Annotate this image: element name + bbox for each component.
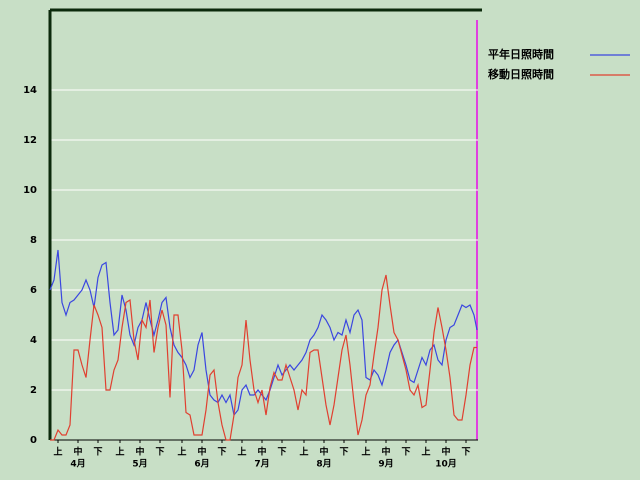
x-tick-label: 上 xyxy=(237,446,246,458)
x-tick-label: 上 xyxy=(361,446,370,458)
x-tick-label: 下 xyxy=(461,447,470,458)
series-line xyxy=(49,249,478,417)
y-tick-label: 2 xyxy=(30,385,37,396)
x-tick-label: 中 xyxy=(381,446,390,458)
x-tick-label: 下 xyxy=(155,447,164,458)
x-tick-label: 中 xyxy=(73,446,82,458)
x-tick-label: 上 xyxy=(177,446,186,458)
month-label: 5月 xyxy=(132,459,147,470)
y-tick-label: 4 xyxy=(30,335,37,346)
x-tick-label: 中 xyxy=(441,446,450,458)
y-tick-label: 6 xyxy=(30,285,37,296)
y-tick-label: 12 xyxy=(23,135,37,146)
x-tick-label: 下 xyxy=(93,447,102,458)
y-tick-label: 14 xyxy=(23,85,37,96)
legend-label: 移動日照時間 xyxy=(488,67,554,81)
x-tick-label: 中 xyxy=(319,446,328,458)
x-tick-label: 下 xyxy=(217,447,226,458)
x-tick-label: 下 xyxy=(339,447,348,458)
x-tick-label: 上 xyxy=(299,446,308,458)
month-label: 10月 xyxy=(435,459,457,470)
x-tick-label: 上 xyxy=(115,446,124,458)
x-tick-label: 中 xyxy=(257,446,266,458)
x-tick-label: 中 xyxy=(135,446,144,458)
x-tick-label: 上 xyxy=(53,446,62,458)
month-label: 6月 xyxy=(194,459,209,470)
x-tick-label: 中 xyxy=(197,446,206,458)
x-tick-label: 下 xyxy=(277,447,286,458)
series-line xyxy=(50,274,477,441)
month-label: 4月 xyxy=(70,459,85,470)
legend-label: 平年日照時間 xyxy=(488,47,554,61)
y-tick-label: 0 xyxy=(30,435,37,446)
y-tick-label: 10 xyxy=(23,185,37,196)
x-tick-label: 下 xyxy=(401,447,410,458)
x-tick-label: 上 xyxy=(421,446,430,458)
y-tick-label: 8 xyxy=(30,235,37,246)
month-label: 7月 xyxy=(254,459,269,470)
month-label: 9月 xyxy=(378,459,393,470)
month-label: 8月 xyxy=(316,459,331,470)
